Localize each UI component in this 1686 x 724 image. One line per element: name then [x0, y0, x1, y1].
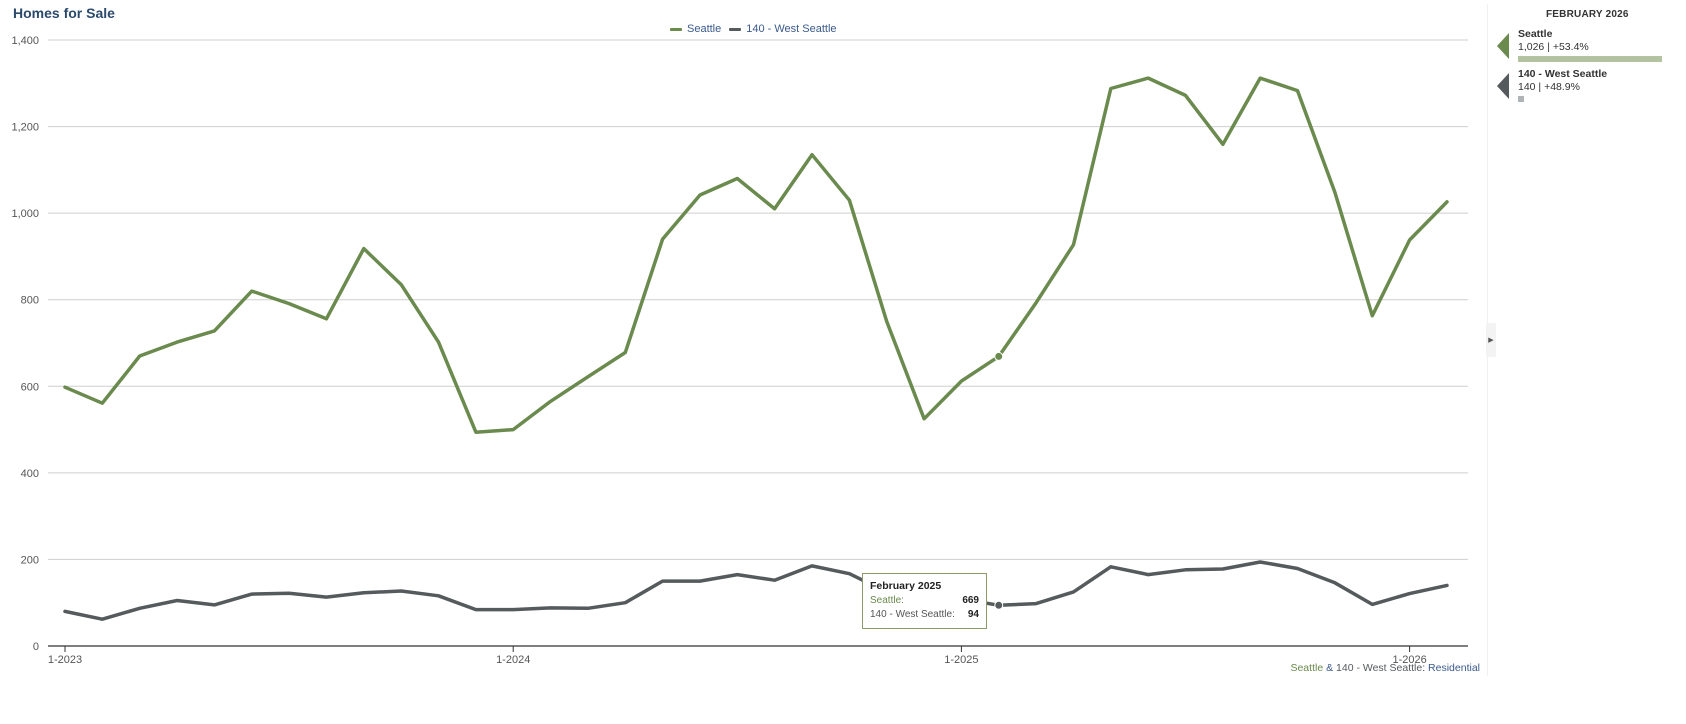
- y-tick-label: 0: [33, 641, 39, 653]
- y-tick-label: 1,400: [11, 35, 39, 47]
- footer-colon: :: [1422, 662, 1429, 674]
- chart-area: 0 200 400 600 800 1,000 1,200 1,400 1-2023 1-2024…: [11, 35, 1468, 666]
- tooltip-title: February 2025: [870, 580, 942, 592]
- y-tick-label: 400: [21, 468, 39, 480]
- side-panel: [1487, 4, 1686, 676]
- legend-label-west-seattle: 140 - West Seattle: [746, 23, 837, 35]
- legend-item-west-seattle[interactable]: 140 - West Seattle: [729, 23, 837, 35]
- tooltip-row-west-seattle: 140 - West Seattle: 94: [870, 609, 979, 620]
- y-tick-label: 1,000: [11, 208, 39, 220]
- y-tick-label: 1,200: [11, 122, 39, 134]
- legend-swatch-west-seattle: [729, 27, 742, 31]
- chart-title: Homes for Sale: [13, 5, 115, 21]
- y-tick-label: 600: [21, 381, 39, 393]
- footer-city: Seattle: [1290, 662, 1324, 674]
- side-entry-stat: 140 | +48.9%: [1518, 81, 1580, 93]
- tooltip-row-seattle: Seattle: 669: [870, 595, 979, 606]
- footer-amp: &: [1323, 662, 1337, 674]
- tooltip-label-seattle: Seattle:: [870, 595, 904, 606]
- legend-item-seattle[interactable]: Seattle: [670, 23, 721, 35]
- line-chart: 0 200 400 600 800 1,000 1,200 1,400 1-2023 1-2024…: [11, 35, 1468, 666]
- side-entry-seattle[interactable]: Seattle 1,026 | +53.4%: [1497, 28, 1676, 62]
- collapse-panel-button[interactable]: ▶: [1486, 323, 1496, 357]
- chart-legend: Seattle 140 - West Seattle: [670, 23, 837, 35]
- highlight-point-seattle[interactable]: [994, 351, 1004, 361]
- tooltip-label-west-seattle: 140 - West Seattle:: [870, 609, 955, 620]
- side-entry-bar: [1518, 56, 1662, 62]
- x-tick-label: 1-2023: [48, 654, 82, 666]
- legend-swatch-seattle: [670, 27, 682, 31]
- side-panel-title: FEBRUARY 2026: [1546, 9, 1629, 20]
- side-entry-name: 140 - West Seattle: [1518, 68, 1608, 80]
- side-entry-name: Seattle: [1518, 28, 1553, 40]
- chart-tooltip: February 2025 Seattle: 669 140 - West Se…: [862, 573, 987, 629]
- x-tick-label: 1-2025: [944, 654, 978, 666]
- tooltip-value-west-seattle: 94: [967, 609, 979, 620]
- x-tick-label: 1-2026: [1392, 654, 1426, 666]
- pointer-marker-icon: [1497, 33, 1509, 59]
- y-tick-label: 200: [21, 554, 39, 566]
- tooltip-value-seattle: 669: [962, 595, 979, 606]
- legend-label-seattle: Seattle: [687, 23, 722, 35]
- side-entry-west-seattle[interactable]: 140 - West Seattle 140 | +48.9%: [1497, 68, 1676, 102]
- pointer-marker-icon: [1497, 73, 1509, 99]
- series-line-west-seattle[interactable]: [63, 560, 1449, 621]
- chart-footer-note: Seattle & 140 - West Seattle: Residentia…: [1290, 662, 1480, 674]
- side-entry-stat: 1,026 | +53.4%: [1518, 41, 1589, 53]
- x-tick-label: 1-2024: [496, 654, 530, 666]
- caret-right-icon: ▶: [1488, 337, 1494, 344]
- series-line-seattle[interactable]: [63, 76, 1449, 434]
- highlight-point-west-seattle[interactable]: [994, 600, 1004, 610]
- y-tick-label: 800: [21, 295, 39, 307]
- side-entry-bar: [1518, 96, 1524, 102]
- footer-type-link[interactable]: Residential: [1428, 662, 1480, 674]
- footer-area: 140 - West Seattle: [1336, 662, 1423, 674]
